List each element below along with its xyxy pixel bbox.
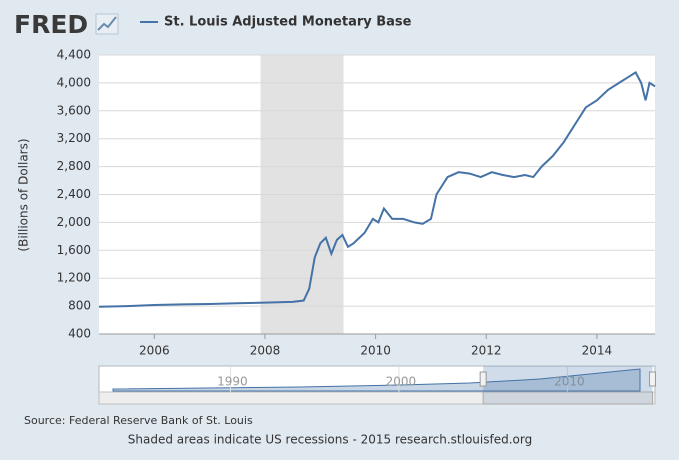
note: Shaded areas indicate US recessions - 20… (128, 433, 532, 447)
logo-icon (95, 13, 119, 35)
y-tick-label: 3,600 (57, 103, 91, 117)
legend-label: St. Louis Adjusted Monetary Base (164, 15, 412, 30)
y-tick-label: 800 (68, 299, 91, 313)
y-tick-label: 2,000 (57, 215, 91, 229)
y-tick-label: 1,200 (57, 271, 91, 285)
y-tick-label: 2,800 (57, 159, 91, 173)
source: Source: Federal Reserve Bank of St. Loui… (24, 414, 253, 427)
navigator-handle[interactable] (479, 371, 487, 387)
y-tick-label: 2,400 (57, 187, 91, 201)
navigator-tick-label: 2000 (386, 375, 417, 389)
y-axis-label: (Billions of Dollars) (17, 138, 31, 251)
x-tick-label: 2006 (139, 344, 170, 358)
series-line (98, 71, 656, 308)
x-tick-label: 2008 (250, 344, 281, 358)
logo: FRED (14, 10, 88, 39)
navigator-tick-label: 1990 (217, 375, 248, 389)
navigator-handle[interactable] (648, 371, 656, 387)
navigator-area (112, 368, 641, 392)
navigator-tick-label: 2010 (554, 375, 585, 389)
x-tick-label: 2012 (471, 344, 502, 358)
y-tick-label: 1,600 (57, 243, 91, 257)
y-tick-label: 4,400 (57, 48, 91, 62)
x-tick-label: 2014 (582, 344, 613, 358)
y-tick-label: 400 (68, 327, 91, 341)
y-tick-label: 3,200 (57, 131, 91, 145)
navigator[interactable]: 1990 2000 2010 (98, 365, 656, 405)
x-tick-label: 2010 (360, 344, 391, 358)
navigator-window (483, 366, 653, 392)
y-tick-label: 4,000 (57, 75, 91, 89)
scrollbar-thumb[interactable] (482, 391, 653, 405)
